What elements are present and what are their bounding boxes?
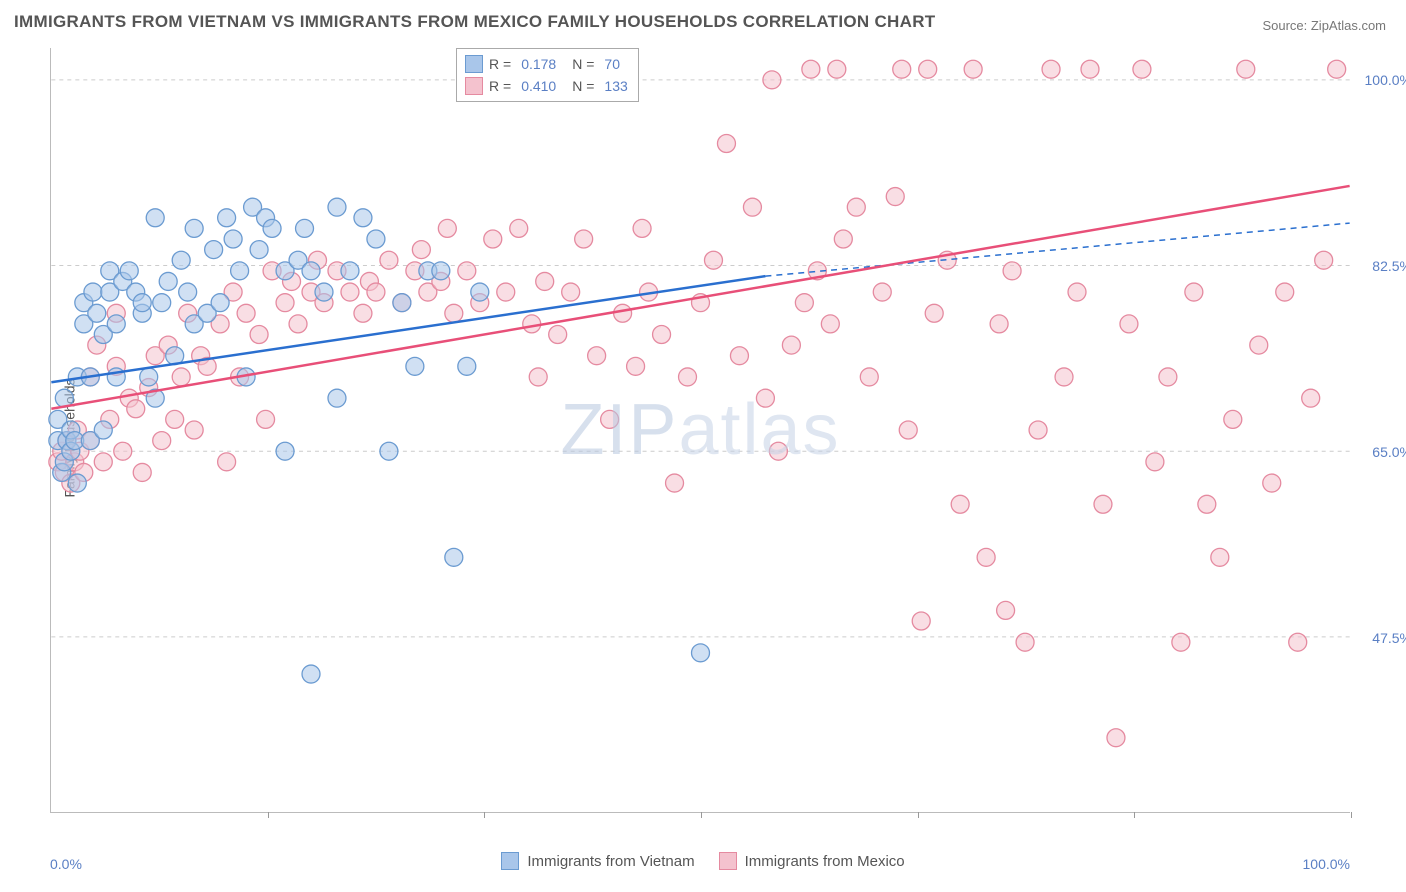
x-tick-mark (1351, 812, 1352, 818)
stats-row-vietnam: R = 0.178 N = 70 (465, 53, 628, 75)
scatter-chart (51, 48, 1350, 812)
swatch-mexico (719, 852, 737, 870)
x-tick-mark (701, 812, 702, 818)
y-tick-label: 65.0% (1372, 444, 1406, 460)
swatch-mexico (465, 77, 483, 95)
chart-title: IMMIGRANTS FROM VIETNAM VS IMMIGRANTS FR… (14, 12, 935, 32)
x-tick-mark (918, 812, 919, 818)
stats-legend-box: R = 0.178 N = 70 R = 0.410 N = 133 (456, 48, 639, 102)
r-value-vietnam: 0.178 (521, 53, 556, 75)
y-tick-label: 47.5% (1372, 630, 1406, 646)
source-label: Source: ZipAtlas.com (1262, 18, 1386, 33)
x-tick-mark (268, 812, 269, 818)
legend-item-mexico: Immigrants from Mexico (719, 852, 905, 870)
y-tick-label: 100.0% (1365, 72, 1406, 88)
swatch-vietnam (501, 852, 519, 870)
n-value-vietnam: 70 (604, 53, 620, 75)
x-tick-mark (484, 812, 485, 818)
legend-label-vietnam: Immigrants from Vietnam (527, 853, 694, 870)
plot-area: ZIPatlas R = 0.178 N = 70 R = 0.410 N = … (50, 48, 1350, 813)
n-value-mexico: 133 (604, 75, 627, 97)
swatch-vietnam (465, 55, 483, 73)
r-value-mexico: 0.410 (521, 75, 556, 97)
stats-row-mexico: R = 0.410 N = 133 (465, 75, 628, 97)
legend-label-mexico: Immigrants from Mexico (745, 853, 905, 870)
y-tick-label: 82.5% (1372, 258, 1406, 274)
r-label: R = (489, 75, 511, 97)
n-label: N = (572, 53, 594, 75)
r-label: R = (489, 53, 511, 75)
n-label: N = (572, 75, 594, 97)
x-tick-mark (1134, 812, 1135, 818)
bottom-legend: Immigrants from Vietnam Immigrants from … (0, 852, 1406, 870)
legend-item-vietnam: Immigrants from Vietnam (501, 852, 694, 870)
